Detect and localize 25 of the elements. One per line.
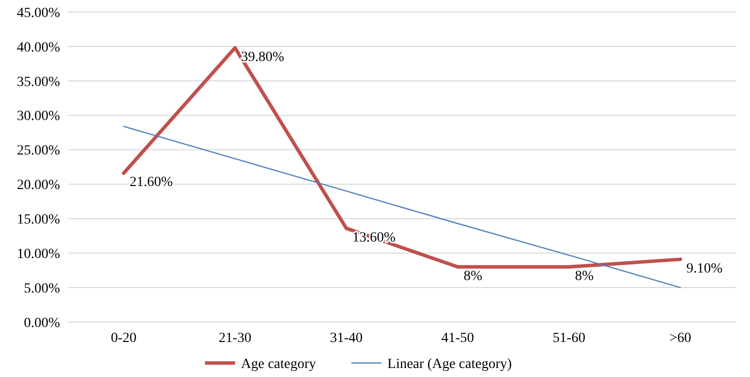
y-tick-label: 30.00% [16,109,60,124]
x-tick-label: >60 [669,331,692,346]
x-tick-label: 0-20 [110,331,137,346]
y-tick-label: 25.00% [16,144,60,159]
y-tick-label: 15.00% [16,212,60,228]
x-tick-label: 21-30 [218,331,252,346]
x-tick-label: 51-60 [552,331,586,346]
legend-label: Age category [241,356,316,372]
data-label: 21.60% [130,175,174,190]
line-series [123,126,681,288]
y-tick-label: 5.00% [24,281,60,296]
line-series [122,46,682,269]
x-tick-label: 41-50 [441,331,474,346]
data-label: 9.10% [686,261,723,276]
y-tick-label: 10.00% [16,247,60,262]
y-tick-label: 20.00% [16,178,60,194]
y-tick-label: 40.00% [16,40,60,56]
data-label: 39.80% [241,50,284,65]
x-tick-label: 31-40 [330,331,363,346]
y-tick-label: 45.00% [16,6,60,21]
legend-label: Linear (Age category) [387,356,512,372]
data-label: 8% [464,268,483,284]
y-tick-label: 35.00% [16,74,60,90]
y-tick-label: 0.00% [24,316,60,331]
data-label: 8% [575,268,594,284]
